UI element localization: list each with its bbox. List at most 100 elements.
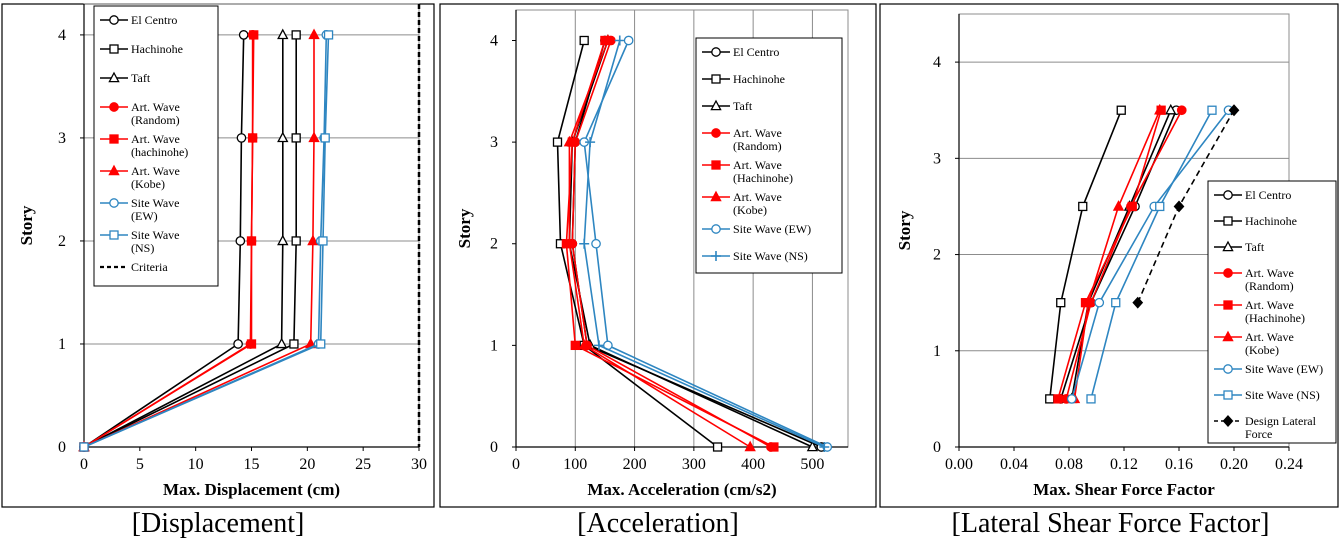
series-line-hachinohe — [1049, 109, 1123, 399]
legend-item-art-wave-random: Art. Wave(Random) — [100, 100, 180, 127]
legend-marker — [711, 128, 721, 138]
data-point-art-wave-hachinohe — [247, 133, 258, 143]
data-point-site-wave-ew — [623, 35, 634, 46]
series-taft — [78, 28, 289, 452]
legend-label: Taft — [1245, 240, 1265, 254]
legend-marker — [108, 164, 120, 176]
legend-marker — [109, 15, 119, 25]
data-point-art-wave-kobe — [1112, 200, 1125, 211]
displacement-chart: 0 5 10 15 20 25 30 0 1 2 3 4 Max. Displacement (cm) S… — [1, 3, 435, 508]
legend-label: (Random) — [733, 139, 782, 153]
legend-item-site-wave-ew: Site Wave (EW) — [702, 222, 811, 236]
legend-label: Art. Wave — [131, 132, 180, 146]
series-site-wave-ns — [79, 30, 334, 452]
legend-label: (Kobe) — [733, 203, 767, 217]
data-point-site-wave-ns — [819, 442, 830, 452]
series-line-site-wave-ew — [1071, 109, 1230, 400]
data-point-site-wave-ns — [316, 339, 326, 349]
data-point-site-wave-ns — [614, 35, 625, 46]
data-point-art-wave-kobe — [308, 28, 320, 40]
x-tick-label: 0.04 — [1000, 456, 1028, 473]
legend-item-site-wave-ns: Site Wave (NS) — [1214, 388, 1320, 402]
legend-item-el-centro: El Centro — [702, 45, 779, 59]
series-line-art-wave-random — [1065, 109, 1183, 400]
legend-label: (NS) — [131, 241, 154, 255]
data-point-site-wave-ns — [79, 442, 89, 452]
data-point-site-wave-ew — [1094, 297, 1105, 308]
x-tick-label: 0 — [512, 456, 520, 473]
legend-label: El Centro — [1245, 188, 1291, 202]
data-point-taft — [275, 337, 288, 349]
data-point-taft — [1165, 103, 1177, 115]
legend-marker — [109, 198, 119, 208]
data-point-art-wave-random — [1176, 105, 1187, 116]
y-tick-label: 0 — [933, 439, 941, 456]
legend-marker — [1223, 190, 1233, 200]
legend-item-hachinohe: Hachinohe — [1214, 214, 1297, 228]
x-tick-label: 10 — [188, 456, 204, 473]
y-tick-label: 1 — [490, 337, 498, 354]
data-point-hachinohe — [579, 35, 589, 46]
legend-marker — [711, 224, 721, 234]
legend-item-taft: Taft — [1214, 240, 1265, 254]
legend-label: Art. Wave — [1245, 266, 1294, 280]
legend-item-site-wave-ns: Site Wave (NS) — [702, 249, 808, 263]
series-line-art-wave-kobe — [1073, 109, 1161, 400]
legend-marker — [1223, 268, 1233, 278]
legend-item-site-wave-ns: Site Wave(NS) — [100, 228, 179, 255]
x-tick-label: 0.12 — [1110, 456, 1138, 473]
legend-marker — [711, 74, 721, 84]
data-point-art-wave-hachinohe — [769, 442, 779, 452]
series-design-lateral-force — [1132, 104, 1240, 309]
legend-marker — [710, 99, 722, 111]
data-point-taft — [277, 28, 289, 40]
legend-label: (Random) — [131, 113, 180, 127]
legend-item-art-wave-kobe: Art. Wave(Kobe) — [100, 164, 180, 191]
shear-force-chart: 0.00 0.04 0.08 0.12 0.16 0.20 0.24 0 1 2 3 4 Max. Sh… — [879, 3, 1339, 508]
x-tick-label: 200 — [623, 456, 647, 473]
legend-item-hachinohe: Hachinohe — [100, 42, 183, 56]
legend-label: (Kobe) — [131, 177, 165, 191]
legend-marker — [1223, 364, 1233, 374]
y-tick-label: 2 — [490, 236, 498, 253]
y-tick-label: 3 — [58, 130, 66, 147]
data-point-art-wave-hachinohe — [1127, 201, 1137, 212]
y-tick-label: 0 — [490, 439, 498, 456]
data-point-site-wave-ns — [318, 236, 328, 246]
x-tick-label: 500 — [800, 456, 824, 473]
x-tick-label: 25 — [355, 456, 371, 473]
series-hachinohe — [1045, 105, 1126, 404]
data-point-design-lateral-force — [1132, 296, 1144, 309]
data-point-art-wave-hachinohe — [246, 339, 257, 349]
y-tick-label: 1 — [933, 343, 941, 360]
y-tick-label: 2 — [933, 247, 941, 264]
caption-shear-force: [Lateral Shear Force Factor] — [951, 508, 1270, 539]
data-point-site-wave-ns — [585, 137, 596, 148]
caption-acceleration: [Acceleration] — [577, 508, 739, 539]
data-point-hachinohe — [291, 236, 301, 246]
legend-label: Site Wave (EW) — [1245, 362, 1323, 376]
legend-marker — [109, 102, 119, 112]
caption-displacement: [Displacement] — [131, 508, 305, 539]
legend-label: Site Wave — [131, 196, 179, 210]
series-line-site-wave-ns — [1090, 109, 1213, 400]
legend-item-site-wave-ew: Site Wave (EW) — [1214, 362, 1323, 376]
legend-marker — [1222, 415, 1234, 427]
legend-label: Hachinohe — [131, 42, 183, 56]
series-art-wave-kobe — [563, 34, 756, 452]
data-point-hachinohe — [1116, 105, 1126, 115]
legend-item-art-wave-hachinohe: Art. Wave(Hachinohe) — [1214, 298, 1305, 325]
legend-marker — [1223, 216, 1233, 226]
series-line-art-wave-hachinohe — [1057, 109, 1162, 400]
y-axis-label: Story — [455, 208, 474, 248]
legend-label: Art. Wave — [1245, 330, 1294, 344]
x-tick-label: 0.08 — [1055, 456, 1083, 473]
x-axis-label: Max. Displacement (cm) — [163, 480, 340, 499]
x-tick-label: 400 — [741, 456, 765, 473]
data-point-art-wave-hachinohe — [1053, 394, 1063, 404]
data-point-el-centro — [233, 339, 243, 349]
legend-marker — [108, 71, 120, 83]
x-tick-label: 20 — [299, 456, 315, 473]
y-tick-label: 1 — [58, 336, 66, 353]
